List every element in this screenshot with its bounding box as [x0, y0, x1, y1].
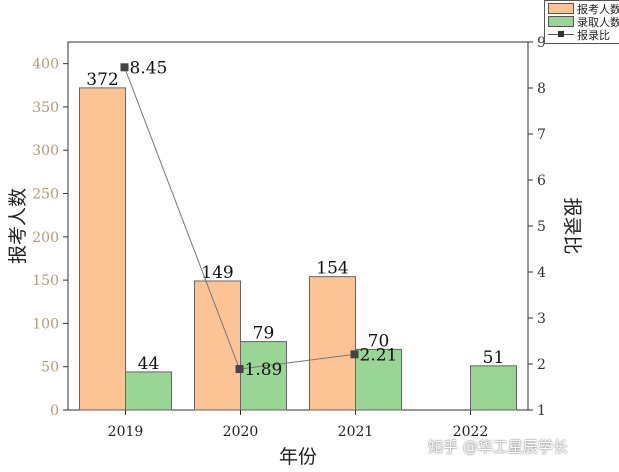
legend-label-applicants: 报考人数	[577, 2, 619, 16]
y2-tick-label-7: 7	[537, 127, 546, 143]
bar-1-2022	[470, 365, 517, 411]
bar-label-0-2020: 149	[201, 263, 233, 283]
bar-label-1-2022: 51	[483, 348, 505, 368]
x-tick-label-2020: 2020	[223, 424, 259, 440]
y-tick-label-300: 300	[32, 143, 59, 159]
ratio-label-2021: 2.21	[360, 345, 398, 365]
y-tick-label-50: 50	[41, 360, 59, 376]
watermark-text: 知乎 @华工星辰学长	[428, 438, 568, 456]
bar-label-1-2020: 79	[253, 324, 275, 344]
ratio-label-2020: 1.89	[245, 360, 283, 380]
chart-legend: 报考人数 录取人数 报录比	[544, 0, 619, 44]
bar-label-1-2019: 44	[138, 354, 160, 374]
y-tick-label-0: 0	[50, 403, 59, 419]
y-tick-label-200: 200	[32, 230, 59, 246]
y2-tick-label-3: 3	[537, 311, 546, 327]
bar-label-0-2019: 372	[86, 70, 118, 90]
legend-item-ratio: 报录比	[545, 28, 610, 42]
bar-0-2020	[194, 280, 241, 411]
legend-line-ratio	[548, 29, 574, 40]
legend-swatch-admitted	[548, 16, 574, 27]
x-tick-label-2022: 2022	[453, 424, 489, 440]
y2-tick-label-8: 8	[537, 81, 546, 97]
legend-label-ratio: 报录比	[577, 28, 610, 42]
y2-axis-title: 报录比	[561, 197, 583, 254]
y2-tick-label-4: 4	[537, 265, 546, 281]
bar-0-2021	[309, 276, 356, 411]
y-tick-label-400: 400	[32, 57, 59, 73]
bar-1-2020	[240, 341, 287, 411]
x-tick-label-2019: 2019	[108, 424, 144, 440]
y-tick-label-250: 250	[32, 187, 59, 203]
legend-label-admitted: 录取人数	[577, 15, 619, 29]
y2-tick-label-2: 2	[537, 357, 546, 373]
y2-tick-label-1: 1	[537, 403, 546, 419]
bar-1-2021	[355, 348, 402, 411]
y-tick-label-150: 150	[32, 273, 59, 289]
x-axis-title: 年份	[279, 446, 317, 468]
bar-label-0-2021: 154	[316, 259, 348, 279]
y2-tick-label-6: 6	[537, 173, 546, 189]
ratio-point-2021	[350, 350, 359, 359]
ratio-label-2019: 8.45	[130, 58, 168, 78]
legend-swatch-applicants	[548, 3, 574, 14]
y-tick-label-100: 100	[32, 316, 59, 332]
bar-label-1-2021: 70	[368, 331, 390, 351]
legend-item-applicants: 报考人数	[545, 2, 619, 16]
x-tick-label-2021: 2021	[338, 424, 374, 440]
bar-1-2019	[125, 371, 172, 411]
ratio-point-2020	[235, 365, 244, 374]
legend-item-admitted: 录取人数	[545, 15, 619, 29]
y-axis-title: 报考人数	[7, 188, 29, 264]
y-tick-label-350: 350	[32, 100, 59, 116]
bar-0-2019	[79, 87, 126, 411]
ratio-point-2019	[120, 63, 129, 72]
y2-tick-label-9: 9	[537, 35, 546, 51]
y2-tick-label-5: 5	[537, 219, 546, 235]
